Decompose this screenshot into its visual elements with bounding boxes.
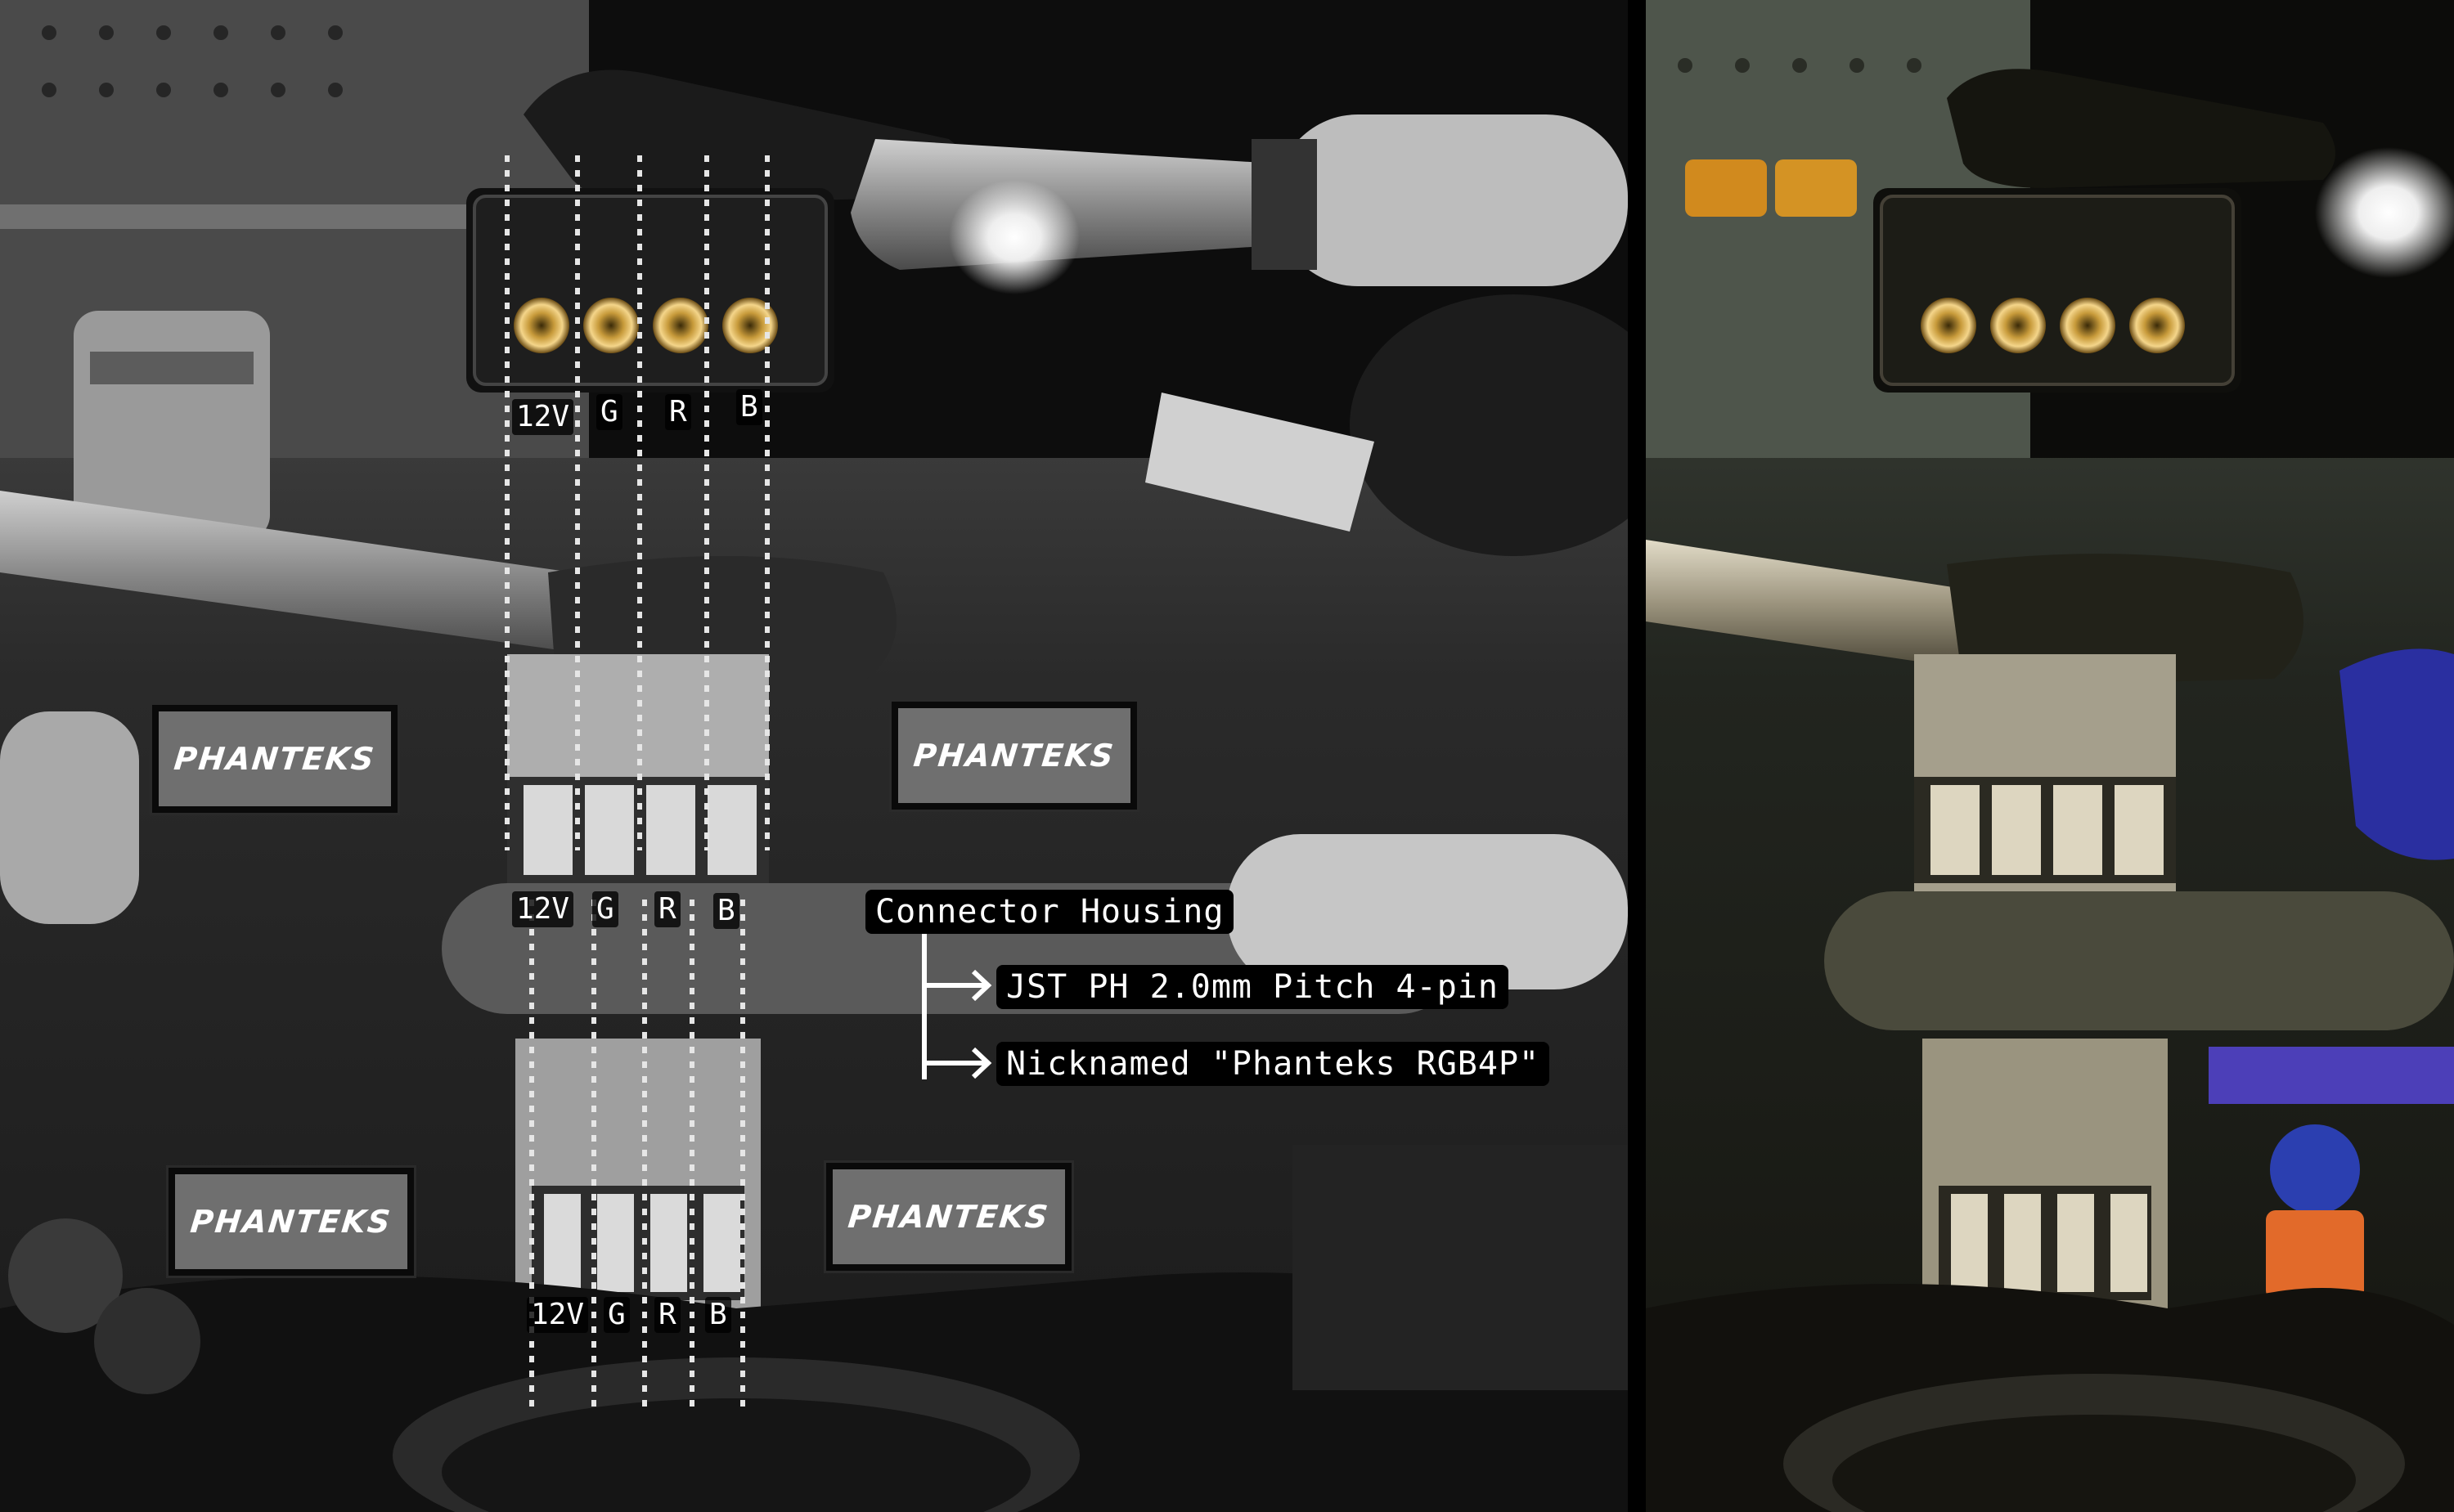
phanteks-logo: PHANTEKS: [166, 1165, 416, 1278]
pin-label-g: G: [592, 891, 618, 927]
annotation-item-nickname: Nicknamed "Phanteks RGB4P": [996, 1042, 1550, 1086]
phanteks-logo: PHANTEKS: [889, 699, 1139, 812]
pin-label-r: R: [665, 394, 691, 430]
pin-label-12v: 12V: [527, 1297, 589, 1333]
pin-label-12v: 12V: [512, 891, 574, 927]
logo-text: PHANTEKS: [172, 741, 378, 777]
logo-text: PHANTEKS: [846, 1199, 1052, 1235]
pin-label-g: G: [604, 1297, 630, 1333]
pin-label-g: G: [596, 394, 622, 430]
pin-label-b: B: [713, 893, 739, 929]
pin-label-r: R: [654, 1297, 681, 1333]
pin-label-12v: 12V: [512, 399, 574, 435]
phanteks-logo: PHANTEKS: [150, 702, 400, 815]
logo-text: PHANTEKS: [188, 1204, 394, 1240]
pin-label-b: B: [705, 1297, 731, 1333]
logo-text: PHANTEKS: [911, 738, 1117, 774]
annotation-title: Connector Housing: [865, 890, 1234, 934]
pin-label-r: R: [654, 891, 681, 927]
annotation-item-spec: JST PH 2.0mm Pitch 4-pin: [996, 965, 1508, 1009]
phanteks-logo: PHANTEKS: [824, 1160, 1074, 1273]
pin-label-b: B: [736, 389, 762, 425]
